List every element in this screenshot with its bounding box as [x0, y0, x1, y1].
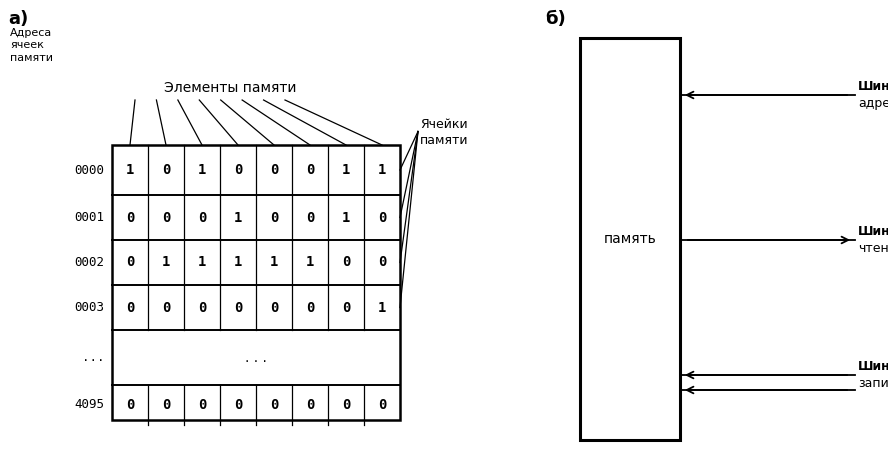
Text: ...: ...	[82, 351, 104, 364]
Text: а): а)	[8, 10, 28, 28]
Text: Шина: Шина	[858, 80, 888, 93]
Text: 1: 1	[305, 256, 314, 270]
Text: 0002: 0002	[74, 256, 104, 269]
Text: 1: 1	[126, 163, 134, 177]
Text: 0: 0	[305, 163, 314, 177]
Text: 0: 0	[270, 211, 278, 225]
Text: Шина: Шина	[858, 360, 888, 373]
Text: Ячейки
памяти: Ячейки памяти	[420, 118, 469, 147]
Text: 1: 1	[377, 163, 386, 177]
Text: 0: 0	[305, 300, 314, 314]
Text: Адреса
ячеек
памяти: Адреса ячеек памяти	[10, 28, 53, 63]
Text: 0003: 0003	[74, 301, 104, 314]
Text: 0: 0	[162, 211, 170, 225]
Text: 1: 1	[377, 300, 386, 314]
Text: 4095: 4095	[74, 398, 104, 411]
Text: 0: 0	[234, 398, 242, 412]
Text: 0: 0	[342, 256, 350, 270]
Text: 1: 1	[162, 256, 170, 270]
Text: Шина: Шина	[858, 225, 888, 238]
Text: адреса: адреса	[858, 97, 888, 110]
Text: 0: 0	[126, 256, 134, 270]
Text: 0: 0	[270, 163, 278, 177]
Text: записи: записи	[858, 377, 888, 390]
Text: 1: 1	[342, 211, 350, 225]
Text: 0: 0	[377, 398, 386, 412]
Bar	[112, 145, 400, 420]
Text: 0: 0	[377, 211, 386, 225]
Text: 0001: 0001	[74, 211, 104, 224]
Text: 0: 0	[342, 398, 350, 412]
Text: 0: 0	[126, 300, 134, 314]
Text: 0: 0	[234, 163, 242, 177]
Text: 1: 1	[198, 163, 206, 177]
Bar	[580, 38, 680, 440]
Text: 0: 0	[377, 256, 386, 270]
Text: 0: 0	[162, 163, 170, 177]
Text: чтения: чтения	[858, 242, 888, 255]
Text: 0: 0	[342, 300, 350, 314]
Text: . . .: . . .	[245, 351, 267, 365]
Text: 0: 0	[126, 211, 134, 225]
Text: 0: 0	[270, 398, 278, 412]
Text: Элементы памяти: Элементы памяти	[163, 81, 297, 95]
Text: 0: 0	[126, 398, 134, 412]
Text: 0: 0	[234, 300, 242, 314]
Text: 0: 0	[270, 300, 278, 314]
Text: 0: 0	[198, 300, 206, 314]
Text: 0: 0	[305, 211, 314, 225]
Text: б): б)	[545, 10, 566, 28]
Text: 1: 1	[234, 211, 242, 225]
Text: память: память	[604, 232, 656, 246]
Text: 0: 0	[198, 398, 206, 412]
Text: 1: 1	[270, 256, 278, 270]
Text: 0: 0	[162, 398, 170, 412]
Text: 0: 0	[198, 211, 206, 225]
Text: 1: 1	[342, 163, 350, 177]
Text: 0000: 0000	[74, 163, 104, 176]
Text: 1: 1	[234, 256, 242, 270]
Text: 0: 0	[305, 398, 314, 412]
Text: 0: 0	[162, 300, 170, 314]
Text: 1: 1	[198, 256, 206, 270]
